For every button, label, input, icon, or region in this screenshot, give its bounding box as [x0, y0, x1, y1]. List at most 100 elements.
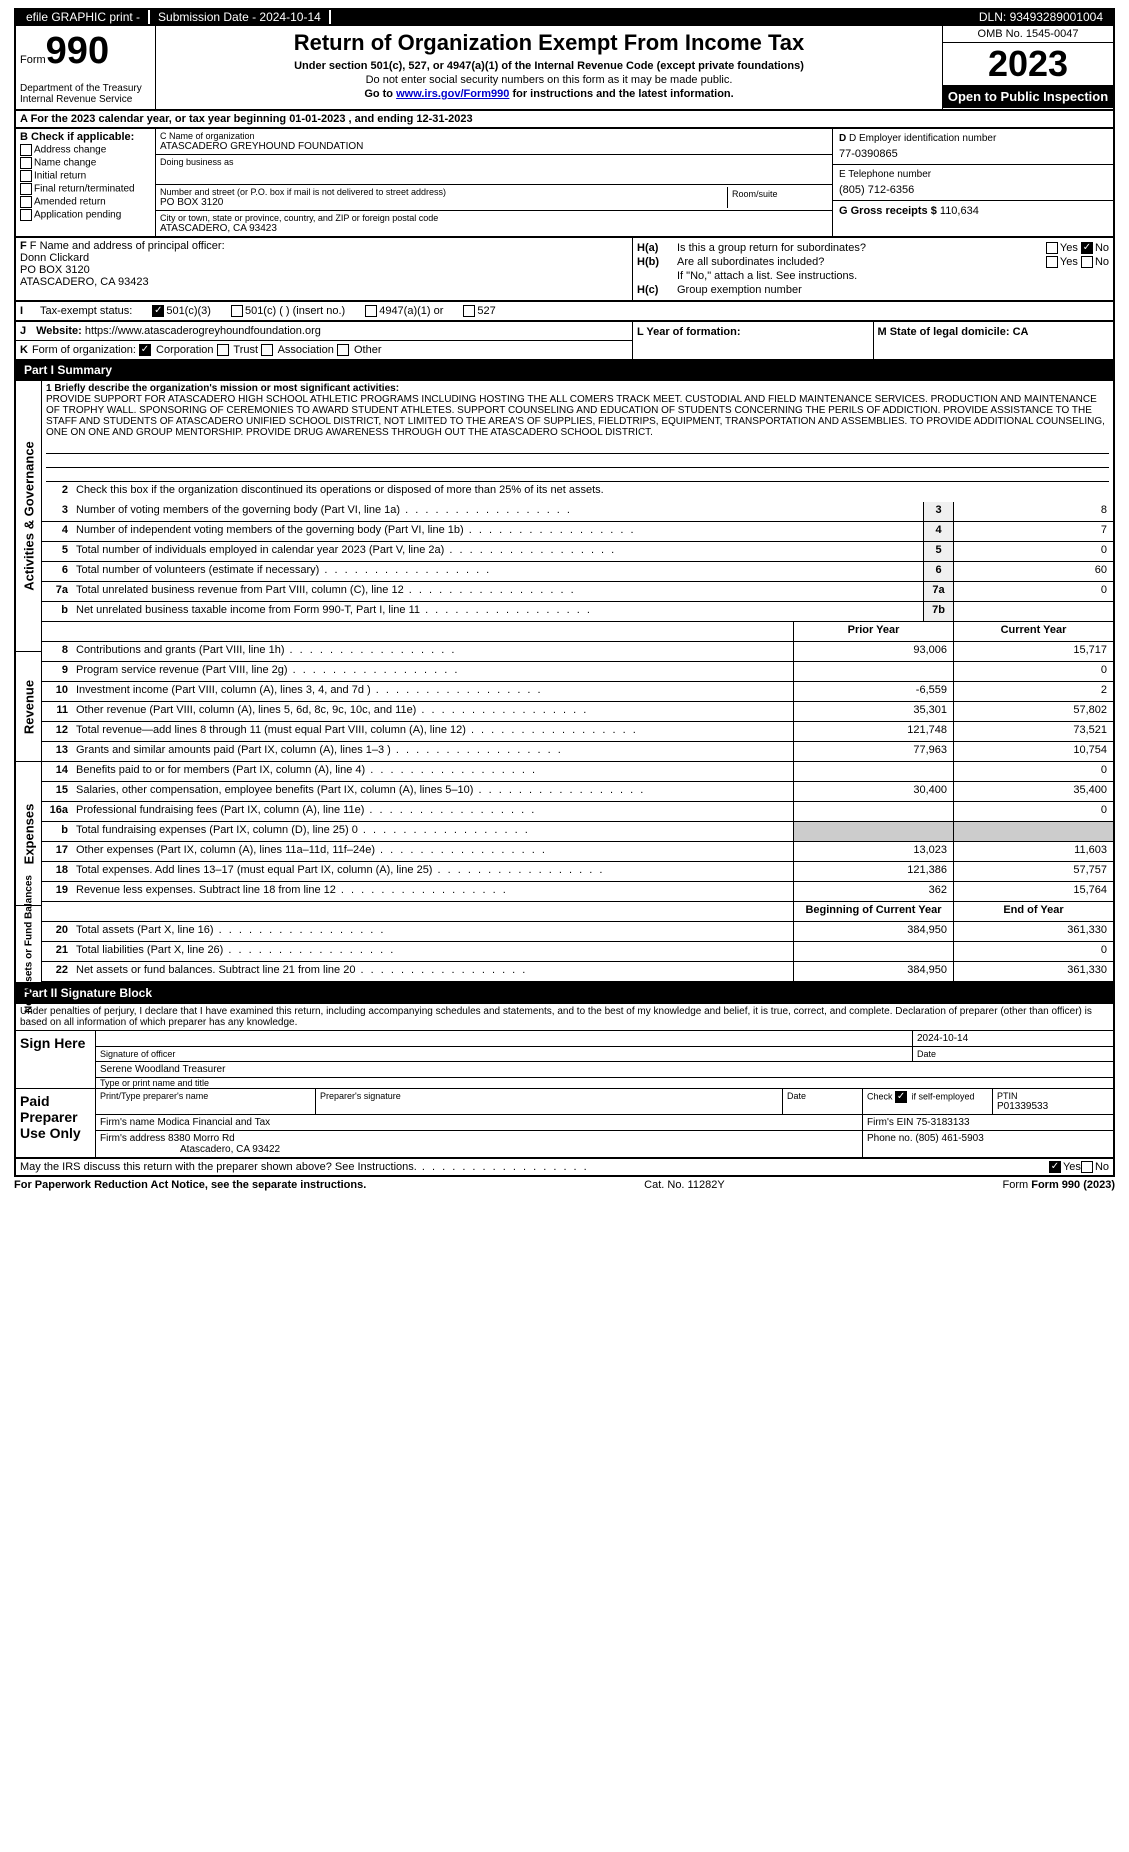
part-i-header: Part I Summary	[14, 361, 1115, 381]
row-a-tax-year: A For the 2023 calendar year, or tax yea…	[14, 111, 1115, 129]
col-d-ein-tel: D D Employer identification number77-039…	[833, 129, 1113, 236]
ssn-warning: Do not enter social security numbers on …	[160, 74, 938, 86]
cb-app-pending[interactable]	[20, 209, 32, 221]
cb-501c[interactable]	[231, 305, 243, 317]
row-i-tax-exempt: I Tax-exempt status: 501(c)(3) 501(c) ( …	[14, 302, 1115, 322]
dln: DLN: 93493289001004	[971, 10, 1111, 24]
cb-ha-yes[interactable]	[1046, 242, 1058, 254]
exp-lines-prior-16a	[793, 802, 953, 821]
rev-lines-curr-10: 2	[953, 682, 1113, 701]
rev-lines-prior-11: 35,301	[793, 702, 953, 721]
cb-other[interactable]	[337, 344, 349, 356]
cb-name-change[interactable]	[20, 157, 32, 169]
cb-527[interactable]	[463, 305, 475, 317]
city-state-zip: ATASCADERO, CA 93423	[160, 223, 828, 234]
cb-amended-return[interactable]	[20, 196, 32, 208]
exp-lines-curr-14: 0	[953, 762, 1113, 781]
exp-lines-prior-14	[793, 762, 953, 781]
ag-value-7b	[953, 602, 1113, 621]
rev-lines-curr-11: 57,802	[953, 702, 1113, 721]
ag-value-4: 7	[953, 522, 1113, 541]
cb-hb-yes[interactable]	[1046, 256, 1058, 268]
website: https://www.atascaderogreyhoundfoundatio…	[85, 325, 321, 337]
cb-corp[interactable]	[139, 344, 151, 356]
discuss-row: May the IRS discuss this return with the…	[14, 1159, 1115, 1177]
form-header: Form990 Department of the Treasury Inter…	[14, 26, 1115, 111]
net-lines-prior-22: 384,950	[793, 962, 953, 981]
omb-number: OMB No. 1545-0047	[943, 26, 1113, 43]
line-1-mission: 1 Briefly describe the organization's mi…	[42, 381, 1113, 440]
officer-addr: PO BOX 3120	[20, 264, 628, 276]
exp-lines-prior-19: 362	[793, 882, 953, 901]
net-lines-curr-20: 361,330	[953, 922, 1113, 941]
ag-value-7a: 0	[953, 582, 1113, 601]
exp-lines-curr-17: 11,603	[953, 842, 1113, 861]
exp-lines-prior-13: 77,963	[793, 742, 953, 761]
col-h-group-return: H(a)Is this a group return for subordina…	[633, 238, 1113, 300]
state-domicile: M State of legal domicile: CA	[878, 326, 1029, 338]
signature-block: Under penalties of perjury, I declare th…	[14, 1004, 1115, 1159]
year-formation: L Year of formation:	[637, 326, 741, 338]
officer-city: ATASCADERO, CA 93423	[20, 276, 628, 288]
cb-discuss-yes[interactable]	[1049, 1161, 1061, 1173]
exp-lines-curr-18: 57,757	[953, 862, 1113, 881]
col-b-check-applicable: B Check if applicable: Address change Na…	[16, 129, 156, 236]
top-bar: efile GRAPHIC print - Submission Date - …	[14, 8, 1115, 26]
ag-value-5: 0	[953, 542, 1113, 561]
rev-lines-curr-8: 15,717	[953, 642, 1113, 661]
col-f-officer: F F Name and address of principal office…	[16, 238, 633, 300]
rev-lines-curr-12: 73,521	[953, 722, 1113, 741]
tax-year: 2023	[943, 43, 1113, 85]
net-lines-curr-21: 0	[953, 942, 1113, 961]
exp-lines-curr-19: 15,764	[953, 882, 1113, 901]
rev-lines-prior-10: -6,559	[793, 682, 953, 701]
cb-501c3[interactable]	[152, 305, 164, 317]
cb-initial-return[interactable]	[20, 170, 32, 182]
part-i-body: Activities & Governance Revenue Expenses…	[14, 381, 1115, 984]
net-lines-curr-22: 361,330	[953, 962, 1113, 981]
telephone: (805) 712-6356	[839, 184, 1107, 196]
col-c-org-info: C Name of organizationATASCADERO GREYHOU…	[156, 129, 833, 236]
exp-lines-curr-16a: 0	[953, 802, 1113, 821]
cb-ha-no[interactable]	[1081, 242, 1093, 254]
cb-4947[interactable]	[365, 305, 377, 317]
page-footer: For Paperwork Reduction Act Notice, see …	[14, 1177, 1115, 1193]
cb-discuss-no[interactable]	[1081, 1161, 1093, 1173]
cb-trust[interactable]	[217, 344, 229, 356]
submission-date: Submission Date - 2024-10-14	[150, 10, 331, 24]
firm-city: Atascadero, CA 93422	[100, 1144, 280, 1155]
open-public: Open to Public Inspection	[943, 85, 1113, 108]
cb-hb-no[interactable]	[1081, 256, 1093, 268]
form-number: 990	[46, 30, 109, 72]
exp-lines-prior-15: 30,400	[793, 782, 953, 801]
form-label: Form	[20, 54, 46, 66]
firm-name: Modica Financial and Tax	[157, 1117, 270, 1128]
sig-date: 2024-10-14	[913, 1031, 1113, 1046]
efile-label: efile GRAPHIC print -	[18, 10, 150, 24]
form-title: Return of Organization Exempt From Incom…	[160, 30, 938, 56]
rev-lines-prior-12: 121,748	[793, 722, 953, 741]
dept-label: Department of the Treasury Internal Reve…	[20, 83, 151, 105]
cb-self-employed[interactable]	[895, 1091, 907, 1103]
irs-link[interactable]: www.irs.gov/Form990	[396, 88, 509, 100]
section-fgh: F F Name and address of principal office…	[14, 238, 1115, 302]
exp-lines-curr-13: 10,754	[953, 742, 1113, 761]
firm-phone: (805) 461-5903	[915, 1133, 983, 1144]
exp-lines-curr-15: 35,400	[953, 782, 1113, 801]
cb-assoc[interactable]	[261, 344, 273, 356]
rev-lines-curr-9: 0	[953, 662, 1113, 681]
rev-lines-prior-9	[793, 662, 953, 681]
cb-address-change[interactable]	[20, 144, 32, 156]
exp-lines-prior-18: 121,386	[793, 862, 953, 881]
net-lines-prior-21	[793, 942, 953, 961]
ptin: P01339533	[997, 1101, 1109, 1112]
street: PO BOX 3120	[160, 197, 727, 208]
cb-final-return[interactable]	[20, 183, 32, 195]
officer-signature: Serene Woodland Treasurer	[96, 1062, 1113, 1077]
ag-value-6: 60	[953, 562, 1113, 581]
net-lines-prior-20: 384,950	[793, 922, 953, 941]
exp-lines-prior-17: 13,023	[793, 842, 953, 861]
part-ii-header: Part II Signature Block	[14, 984, 1115, 1004]
section-bcd: B Check if applicable: Address change Na…	[14, 129, 1115, 238]
ein: 77-0390865	[839, 148, 1107, 160]
